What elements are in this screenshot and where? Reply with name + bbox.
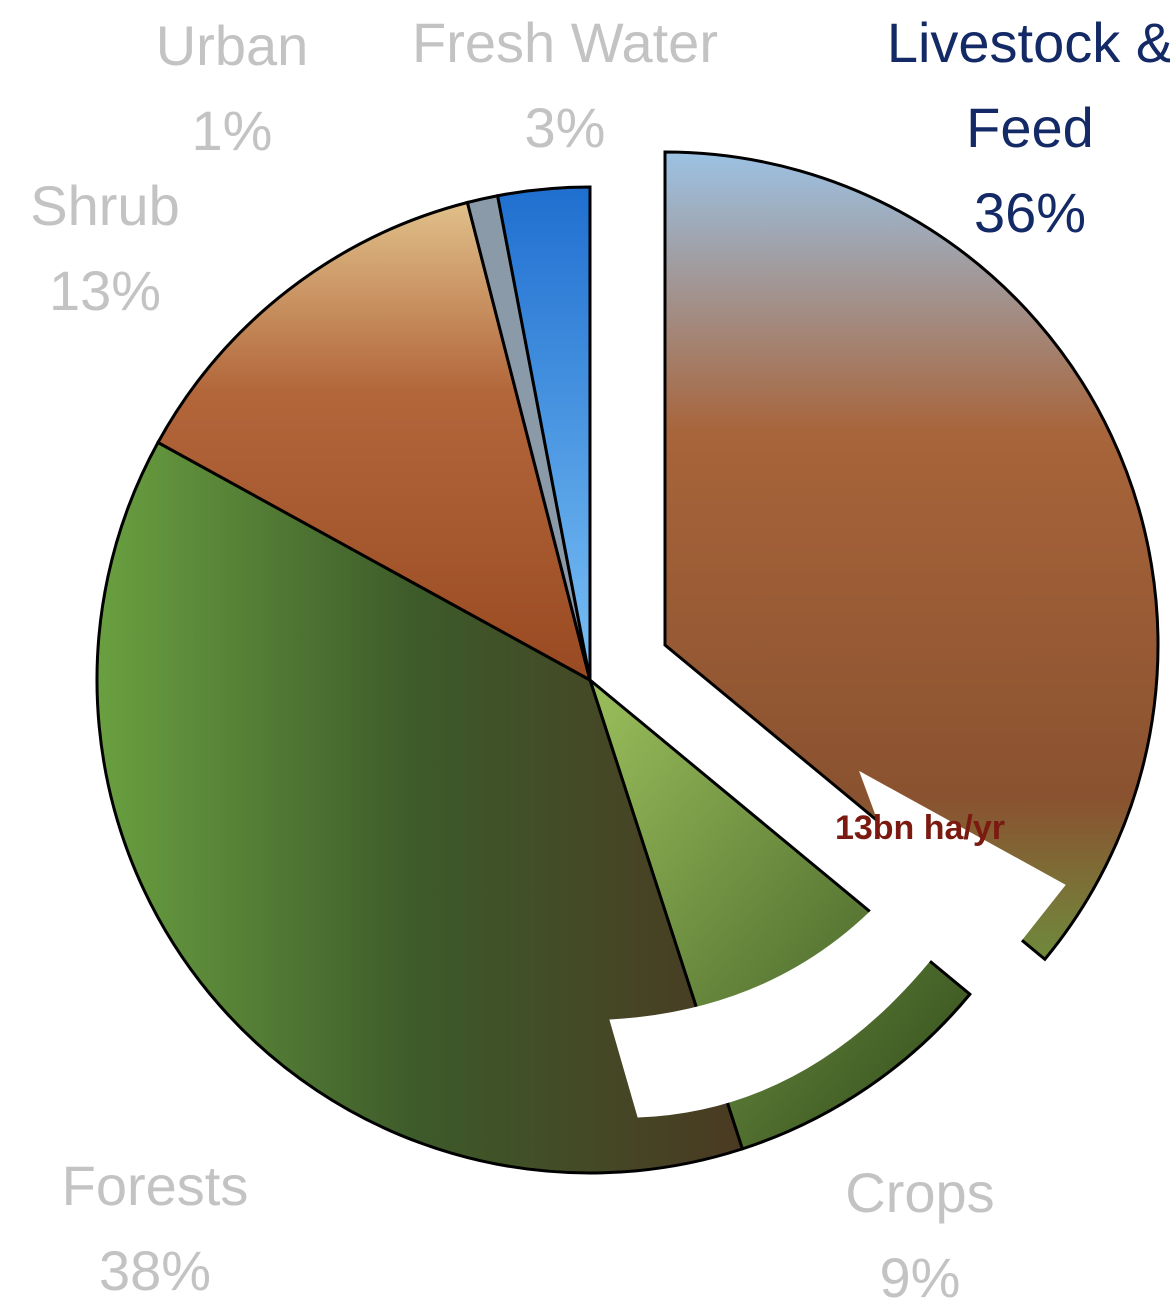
percent-label: 3% [375,85,755,170]
percent-label: 36% [885,170,1170,255]
percent-label: 13% [0,248,235,333]
category-name: Fresh Water [375,0,755,85]
percent-label: 9% [790,1235,1050,1304]
category-name: Crops [790,1150,1050,1235]
annotation: 13bn ha/yr [835,809,1005,847]
percent-label: 38% [5,1228,305,1304]
percent-label: 1% [122,88,342,173]
category-name: Shrub [0,163,235,248]
category-name: Forests [5,1143,305,1228]
chart: 13bn ha/yr Livestock & Feed36% Crops9% For… [0,0,1170,1304]
category-name: Urban [122,3,342,88]
category-name: Livestock & Feed [885,0,1170,170]
